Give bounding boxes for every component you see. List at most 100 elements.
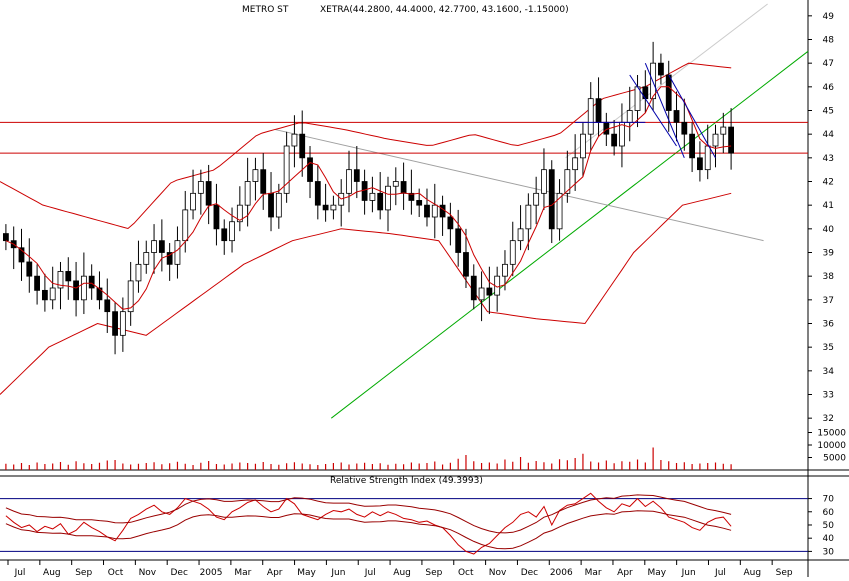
candle-body [182,209,189,242]
x-axis-tick-label: Jul [714,568,726,577]
quote-readout: XETRA(44.2800, 44.4000, 42.7700, 43.1600… [320,5,569,15]
candle-body [80,275,87,301]
candle-body [564,169,571,194]
candle-body [190,192,196,211]
resistance-trend-line [274,128,764,242]
candle-body [221,228,228,242]
price-y-tick-label: 32 [823,414,834,424]
candle-body [252,169,259,182]
candle-body [236,204,243,223]
candle-body [353,169,360,182]
candle-body [119,311,126,336]
candle-body [268,192,274,218]
candle-body [502,263,508,277]
candle-body [665,74,672,111]
x-axis-tick-label: Nov [139,568,157,577]
rsi-upper-band [5,494,732,534]
candle-body [26,261,33,277]
candle-body [88,275,95,289]
candle-body [704,145,711,171]
candle-body [112,311,118,336]
rsi-y-tick-label: 30 [823,547,835,557]
candle-body [151,240,157,253]
candle-body [455,228,462,253]
price-y-tick-label: 37 [823,296,834,306]
candle-body [541,169,547,194]
x-axis-tick-label: Sep [776,568,793,577]
x-axis-tick-label: Sep [425,568,442,577]
candle-body [486,287,493,296]
candle-body [307,157,313,182]
price-y-tick-label: 38 [823,272,835,282]
x-axis-tick-label: 2006 [550,568,573,577]
candle-body [65,271,72,282]
candle-body [127,280,134,313]
x-axis-tick-label: Oct [108,568,124,577]
x-axis-tick-label: Sep [75,568,92,577]
x-axis-tick-label: Dec [170,568,187,577]
channel-line [668,74,716,159]
x-axis-tick-label: Apr [267,568,283,577]
candle-body [439,204,446,218]
candle-body [275,192,282,218]
volume-y-tick-label: 10000 [817,441,846,451]
candle-body [244,181,251,206]
price-y-tick-label: 48 [823,36,835,46]
candle-body [57,271,64,289]
price-y-tick-label: 39 [823,249,835,259]
candle-body [603,121,610,135]
candle-body [104,299,111,313]
candle-body [385,185,391,211]
candle-body [18,247,25,263]
candle-body [431,204,438,218]
price-y-tick-label: 40 [823,225,835,235]
candle-body [580,133,586,159]
candle-body [346,169,352,194]
candle-body [34,275,40,291]
channel-line [644,62,685,159]
candle-body [377,192,384,211]
x-axis-tick-label: Jul [14,568,26,577]
candle-body [73,280,79,301]
chart-title: METRO ST [242,5,289,15]
support-trend-line [330,50,809,419]
candle-body [681,121,688,135]
candle-body [595,98,602,123]
candle-body [197,181,204,194]
x-axis-tick-label: Aug [43,568,61,577]
candle-body [174,240,181,265]
candle-body [470,275,477,301]
candle-body [166,252,173,265]
candle-body [533,192,540,206]
rsi-y-tick-label: 70 [823,495,835,505]
candle-body [689,133,696,159]
volume-panel: 5000 10000 15000 [0,429,849,471]
rsi-panel: 30 40 50 60 70 [0,475,849,557]
candle-body [361,181,368,201]
candle-body [291,133,298,147]
price-y-tick-label: 44 [823,130,835,140]
candle-body [509,240,516,265]
candle-body [41,289,48,301]
candle-body [322,204,329,211]
candle-body [697,157,703,171]
candle-body [143,252,150,265]
price-y-tick-label: 45 [823,107,834,117]
x-axis-tick-label: Oct [458,568,474,577]
rsi-panel-title: Relative Strength Index (49.3993) [330,476,483,486]
x-axis: Jul Aug Sep Oct Nov Dec 2005 Mar Apr May Jun Jul Aug… [0,559,849,578]
candle-body [525,204,532,230]
candle-body [720,126,727,135]
candle-body [658,62,664,76]
x-axis-tick-label: May [297,568,316,577]
candle-body [392,181,399,187]
candle-body [587,98,594,135]
candle-body [556,192,563,230]
x-axis-tick-label: Dec [521,568,538,577]
x-axis-tick-label: Aug [744,568,762,577]
x-axis-tick-label: May [647,568,666,577]
candle-body [400,181,407,194]
price-y-tick-label: 41 [823,201,834,211]
